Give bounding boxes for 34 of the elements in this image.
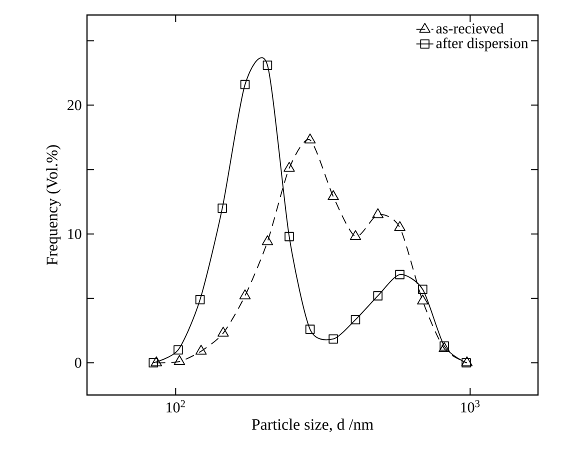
point bbox=[218, 204, 227, 213]
point bbox=[174, 355, 186, 365]
y-axis-title: Frequency (Vol.%) bbox=[46, 145, 61, 266]
point bbox=[195, 295, 205, 304]
point bbox=[350, 315, 360, 324]
y-tick-label: 20 bbox=[68, 100, 82, 110]
point bbox=[284, 162, 295, 172]
point bbox=[262, 60, 272, 70]
point bbox=[373, 291, 382, 300]
legend-label: after dispersion bbox=[436, 38, 528, 52]
x-axis-title: Particle size, d /nm bbox=[252, 418, 374, 432]
point bbox=[218, 326, 229, 337]
point bbox=[284, 232, 294, 242]
point bbox=[328, 190, 339, 200]
point bbox=[239, 289, 251, 300]
y-tick-label: 0 bbox=[74, 358, 82, 368]
point bbox=[150, 356, 162, 366]
legend-label: as-recieved bbox=[436, 22, 504, 34]
point bbox=[395, 270, 404, 280]
point bbox=[240, 80, 250, 90]
point bbox=[174, 345, 183, 355]
point bbox=[304, 134, 316, 144]
point bbox=[328, 334, 338, 344]
point bbox=[372, 208, 384, 218]
point bbox=[418, 284, 428, 294]
point bbox=[394, 221, 406, 231]
point bbox=[305, 324, 315, 334]
y-tick-label: 10 bbox=[68, 228, 82, 240]
point bbox=[195, 344, 207, 355]
x-tick-label: 10$^{2}$ bbox=[166, 400, 185, 412]
point bbox=[350, 230, 362, 240]
x-tick-label: 10$^{3}$ bbox=[461, 400, 480, 412]
point bbox=[262, 235, 274, 246]
point bbox=[417, 294, 428, 304]
